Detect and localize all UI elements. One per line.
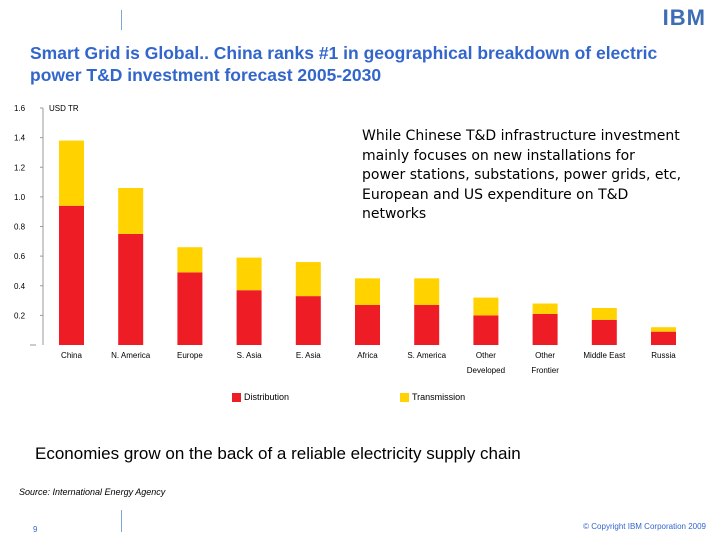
legend-label-distribution: Distribution bbox=[244, 392, 290, 402]
legend-label-transmission: Transmission bbox=[412, 392, 466, 402]
bar-transmission bbox=[591, 307, 617, 320]
bar-distribution bbox=[118, 233, 144, 345]
bar-distribution bbox=[414, 305, 440, 345]
header-divider bbox=[121, 10, 122, 30]
bar-transmission bbox=[177, 247, 203, 273]
bar-distribution bbox=[355, 305, 380, 345]
ibm-logo: IBM bbox=[662, 5, 706, 30]
y-tick-label: 1.4 bbox=[14, 134, 26, 143]
annotation-text: While Chinese T&D infrastructure investm… bbox=[362, 128, 682, 222]
y-tick-label: 0.4 bbox=[14, 282, 26, 291]
headline: Economies grow on the back of a reliable… bbox=[35, 444, 521, 463]
x-tick-label: China bbox=[61, 351, 82, 360]
copyright: © Copyright IBM Corporation 2009 bbox=[583, 522, 706, 531]
y-axis-label: USD TR bbox=[49, 104, 79, 113]
bar-transmission bbox=[414, 278, 440, 306]
y-tick-label: 0.6 bbox=[14, 252, 26, 261]
bar-transmission bbox=[473, 297, 499, 316]
bar-transmission bbox=[59, 140, 84, 206]
x-tick-label: Developed bbox=[467, 366, 505, 375]
y-tick-label: 1.6 bbox=[14, 104, 26, 113]
bar-distribution bbox=[591, 319, 617, 345]
y-tick-label: 0.8 bbox=[14, 223, 26, 232]
x-tick-label: N. America bbox=[111, 351, 151, 360]
source-note: Source: International Energy Agency bbox=[19, 487, 166, 497]
slide-title: Smart Grid is Global.. China ranks #1 in… bbox=[30, 43, 658, 85]
x-tick-label: S. America bbox=[407, 351, 446, 360]
x-tick-label: Middle East bbox=[583, 351, 626, 360]
bar-distribution bbox=[236, 290, 262, 345]
top-bar: IBM bbox=[0, 0, 720, 32]
bar-distribution bbox=[651, 331, 676, 345]
bar-distribution bbox=[177, 272, 203, 345]
y-tick-label: 0.2 bbox=[14, 311, 26, 320]
x-tick-label: Other bbox=[476, 351, 496, 360]
x-tick-label: Frontier bbox=[531, 366, 559, 375]
y-tick-label: 1.2 bbox=[14, 163, 26, 172]
legend-distribution: Distribution bbox=[232, 392, 289, 402]
bar-transmission bbox=[651, 327, 676, 332]
footer-bar: 9 © Copyright IBM Corporation 2009 bbox=[0, 508, 720, 540]
bar-distribution bbox=[532, 313, 558, 345]
bar-distribution bbox=[295, 296, 321, 345]
x-tick-label: E. Asia bbox=[296, 351, 321, 360]
bar-transmission bbox=[295, 262, 321, 297]
legend-swatch-transmission bbox=[400, 392, 409, 402]
x-tick-label: Russia bbox=[651, 351, 676, 360]
footer-divider bbox=[121, 510, 122, 532]
bar-distribution bbox=[473, 315, 499, 345]
legend-transmission: Transmission bbox=[400, 392, 465, 402]
bar-transmission bbox=[118, 187, 144, 234]
x-tick-label: Africa bbox=[357, 351, 378, 360]
y-tick-label: 1.0 bbox=[14, 193, 26, 202]
x-tick-label: Europe bbox=[177, 351, 203, 360]
bar-distribution bbox=[59, 205, 84, 345]
bar-transmission bbox=[355, 278, 380, 306]
bar-transmission bbox=[532, 303, 558, 314]
investment-chart: 0.2 0.4 0.6 0.8 1.0 1.2 1.4 1.6 USD TR China N. Am… bbox=[14, 104, 676, 375]
bar-transmission bbox=[236, 257, 262, 291]
x-tick-label: Other bbox=[535, 351, 555, 360]
page-number: 9 bbox=[33, 525, 38, 534]
legend-swatch-distribution bbox=[232, 392, 241, 402]
x-tick-label: S. Asia bbox=[237, 351, 262, 360]
